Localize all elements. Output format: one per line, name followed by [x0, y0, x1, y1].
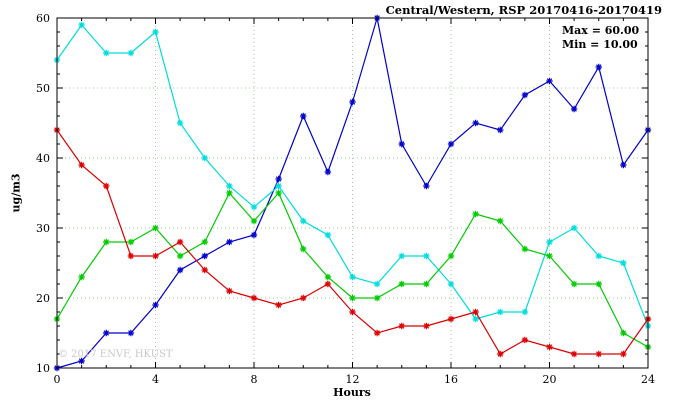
x-tick-label: 4 — [152, 373, 159, 386]
x-tick-label: 8 — [251, 373, 258, 386]
watermark: © 2017 ENVF, HKUST — [58, 349, 173, 360]
y-tick-label: 50 — [36, 82, 50, 95]
x-axis-label: Hours — [333, 386, 371, 399]
max-annotation: Max = 60.00 — [562, 24, 640, 37]
y-tick-label: 20 — [36, 292, 50, 305]
max-min-annotation: Max = 60.00 Min = 10.00 — [562, 24, 639, 52]
series-red — [53, 126, 652, 358]
plot-border — [56, 17, 649, 369]
x-tick-label: 16 — [444, 373, 458, 386]
min-annotation: Min = 10.00 — [562, 38, 638, 51]
x-tick-label: 20 — [543, 373, 557, 386]
series-cyan-markers — [53, 21, 652, 330]
y-tick-label: 30 — [36, 222, 50, 235]
y-tick-label: 10 — [36, 362, 50, 375]
series-blue — [53, 14, 652, 372]
series-cyan — [53, 21, 652, 330]
y-tick-label: 40 — [36, 152, 50, 165]
series-blue-markers — [53, 14, 652, 372]
x-tick-label: 12 — [346, 373, 360, 386]
y-tick-label: 60 — [36, 12, 50, 25]
chart-title: Central/Western, RSP 20170416-20170419 — [385, 3, 662, 17]
x-tick-label: 0 — [54, 373, 61, 386]
grid — [57, 18, 648, 368]
y-axis-label: ug/m3 — [9, 173, 23, 213]
x-tick-label: 24 — [641, 373, 655, 386]
tick-labels: 10 20 30 40 50 60 0 4 8 12 16 20 24 — [36, 12, 655, 386]
